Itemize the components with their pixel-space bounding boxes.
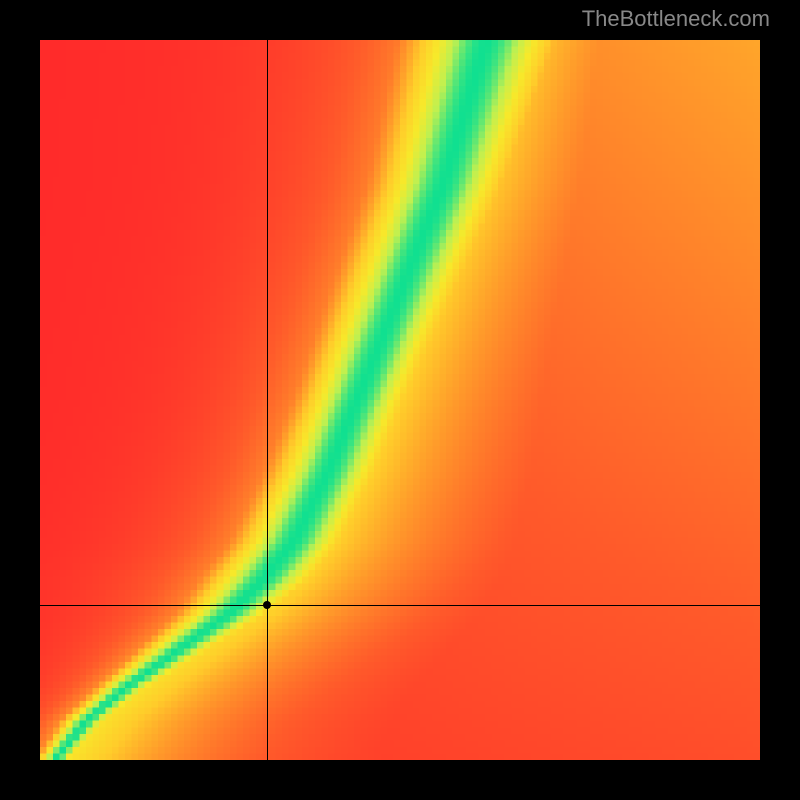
heatmap-canvas [40,40,760,760]
crosshair-marker-dot [263,601,271,609]
crosshair-horizontal [40,605,760,606]
crosshair-vertical [267,40,268,760]
plot-area [40,40,760,760]
watermark-text: TheBottleneck.com [582,6,770,32]
